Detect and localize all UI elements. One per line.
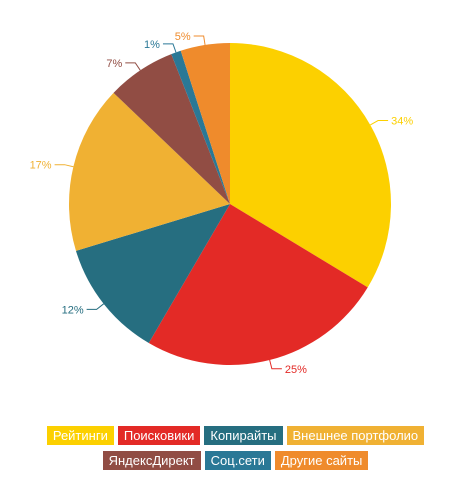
pie-percent-labels: 34% 25% 12% 17% 7% 1% 5%	[30, 31, 414, 376]
percent-label-0: 34%	[391, 116, 413, 128]
percent-label-4: 7%	[106, 58, 122, 70]
leader-line-2	[86, 303, 104, 310]
pie-slice-1[interactable]	[148, 204, 368, 366]
pie-slice-6[interactable]	[180, 43, 230, 204]
legend-row-1: Рейтинги Поисковики Копирайты Внешнее по…	[0, 426, 471, 445]
pie-slices	[68, 43, 391, 366]
leader-line-0	[370, 120, 389, 126]
pie-leader-lines	[54, 35, 389, 370]
legend-item-poiskoviki[interactable]: Поисковики	[117, 426, 201, 445]
legend-item-yandexdirekt[interactable]: ЯндексДирект	[102, 451, 201, 470]
leader-line-3	[54, 164, 74, 168]
pie-slice-2[interactable]	[75, 204, 230, 344]
legend-item-kopiraity[interactable]: Копирайты	[204, 426, 283, 445]
pie-slice-5[interactable]	[171, 50, 230, 204]
percent-label-2: 12%	[62, 304, 84, 316]
legend-item-vneshnee-portfolio[interactable]: Внешнее портфолио	[286, 426, 425, 445]
percent-label-1: 25%	[285, 364, 307, 376]
leader-line-4	[125, 62, 141, 71]
pie-slice-4[interactable]	[113, 54, 230, 204]
leader-line-6	[193, 35, 206, 46]
leader-line-5	[162, 43, 177, 53]
pie-slice-3[interactable]	[68, 92, 230, 251]
legend-item-reitingi[interactable]: Рейтинги	[46, 426, 114, 445]
percent-label-5: 1%	[144, 39, 160, 51]
legend-item-drugie-saity[interactable]: Другие сайты	[274, 451, 369, 470]
pie-slice-0[interactable]	[230, 43, 391, 288]
legend-item-soc-seti[interactable]: Соц.сети	[204, 451, 271, 470]
pie-chart: 34% 25% 12% 17% 7% 1% 5%	[30, 31, 414, 376]
percent-label-6: 5%	[175, 31, 191, 43]
percent-label-3: 17%	[30, 160, 52, 172]
legend-row-2: ЯндексДирект Соц.сети Другие сайты	[0, 451, 471, 470]
leader-line-1	[269, 359, 282, 370]
